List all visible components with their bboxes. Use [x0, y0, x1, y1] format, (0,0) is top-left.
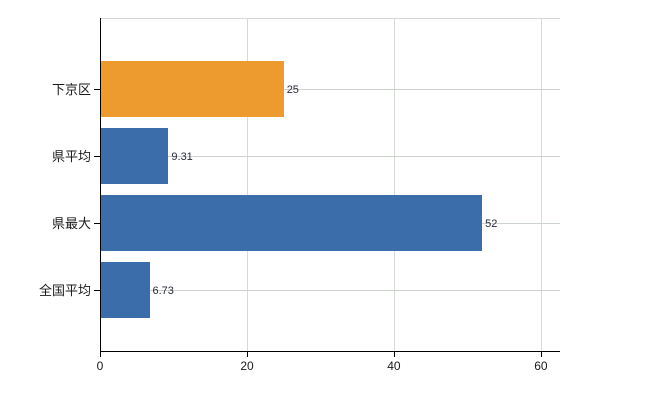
- y-axis-label-zenkoku-heikin: 全国平均: [38, 283, 91, 298]
- x-tick-mark-0: [100, 352, 101, 357]
- gridline-vertical-40: [393, 18, 395, 351]
- gridline-horizontal-top: [100, 18, 560, 19]
- bar-value-label-shimogyo-ku: 25: [286, 84, 299, 96]
- bar-value-label-zenkoku-heikin: 6.73: [152, 285, 174, 297]
- y-axis-label-shimogyo-ku: 下京区: [51, 82, 91, 97]
- y-tick-mark-0: [94, 89, 100, 90]
- y-axis-label-ken-heikin: 県平均: [51, 149, 91, 164]
- y-tick-mark-2: [94, 223, 100, 224]
- bar-ken-saidai: [100, 195, 483, 251]
- gridline-vertical-20: [247, 18, 248, 351]
- x-axis-line: [100, 351, 560, 352]
- gridline-horizontal-cat-1: [100, 156, 560, 157]
- x-tick-mark-40: [393, 352, 395, 357]
- y-axis-label-ken-saidai: 県最大: [51, 216, 91, 231]
- y-tick-mark-3: [94, 290, 100, 291]
- bar-value-label-ken-heikin: 9.31: [171, 151, 193, 163]
- x-tick-mark-60: [540, 352, 542, 357]
- bar-ken-heikin: [100, 128, 169, 184]
- y-axis-line: [100, 18, 101, 352]
- gridline-horizontal-cat-0: [100, 89, 560, 90]
- bar-shimogyo-ku: [100, 61, 284, 117]
- x-axis-tick-label-0: 0: [96, 359, 104, 373]
- gridline-vertical-60: [540, 18, 542, 351]
- x-axis-tick-label-60: 60: [534, 359, 548, 373]
- x-axis-tick-label-20: 20: [240, 359, 254, 373]
- x-tick-mark-20: [247, 352, 248, 357]
- bar-value-label-ken-saidai: 52: [485, 218, 498, 230]
- bar-zenkoku-heikin: [100, 262, 150, 318]
- x-axis-tick-label-40: 40: [387, 359, 401, 373]
- gridline-horizontal-cat-3: [100, 290, 560, 291]
- plot-area: [100, 18, 560, 351]
- y-tick-mark-1: [94, 156, 100, 157]
